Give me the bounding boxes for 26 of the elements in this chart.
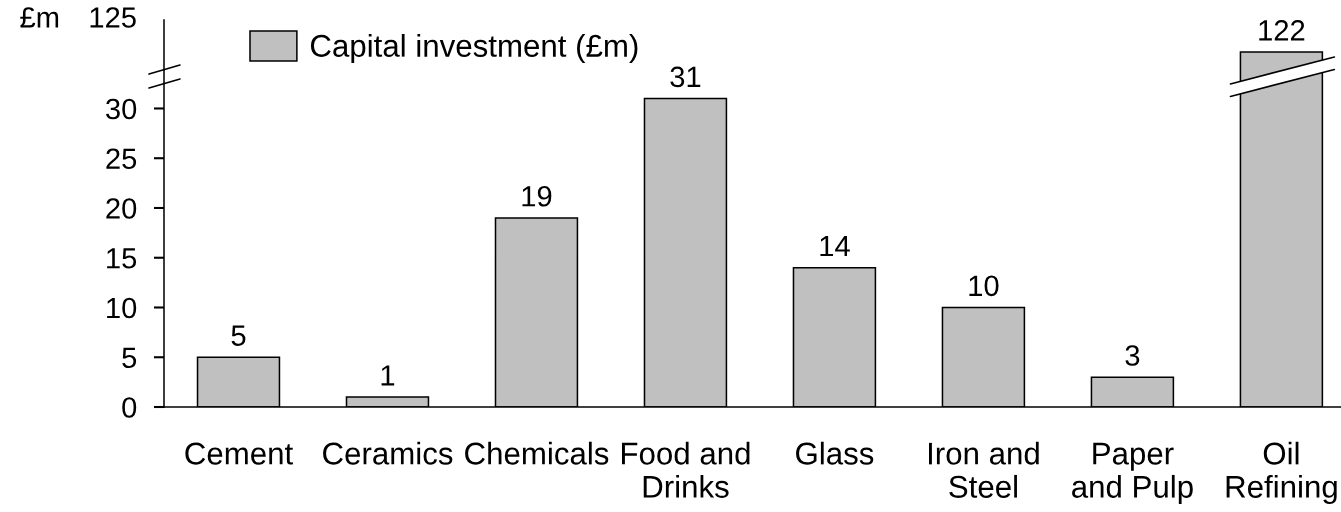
data-label: 14 bbox=[820, 236, 850, 257]
text: 125 bbox=[90, 7, 136, 28]
data-label: 3 bbox=[1125, 345, 1140, 366]
y-tick-label: 15 bbox=[107, 248, 137, 269]
x-tick-label: Chemicals bbox=[465, 441, 609, 465]
y-axis-title: £m bbox=[20, 7, 59, 28]
data-label: 122 bbox=[1259, 20, 1305, 41]
y-tick-label: 10 bbox=[107, 297, 137, 319]
x-tick-label: Paper and Pulp bbox=[1072, 442, 1193, 505]
data-label: 19 bbox=[522, 185, 552, 207]
x-tick-label: Ceramics bbox=[323, 441, 453, 465]
data-label: 31 bbox=[670, 66, 701, 88]
x-tick-label: Iron and Steel bbox=[928, 441, 1039, 498]
x-tick-label: Glass bbox=[796, 441, 874, 465]
legend-label: Capital investment (£m) bbox=[310, 33, 638, 64]
data-label: 1 bbox=[381, 365, 395, 386]
y-tick-label: 20 bbox=[106, 198, 137, 219]
y-tick-label: 5 bbox=[122, 347, 137, 369]
x-tick-label: Food and Drinks bbox=[622, 441, 750, 498]
y-tick-label: 0 bbox=[122, 397, 137, 418]
y-tick-label: 25 bbox=[106, 148, 137, 170]
x-tick-label: Oil Refining bbox=[1226, 441, 1337, 505]
data-label: 10 bbox=[969, 275, 999, 297]
data-label: 5 bbox=[231, 325, 246, 346]
x-tick-label: Cement bbox=[185, 442, 293, 465]
y-tick-label: 30 bbox=[106, 98, 137, 120]
